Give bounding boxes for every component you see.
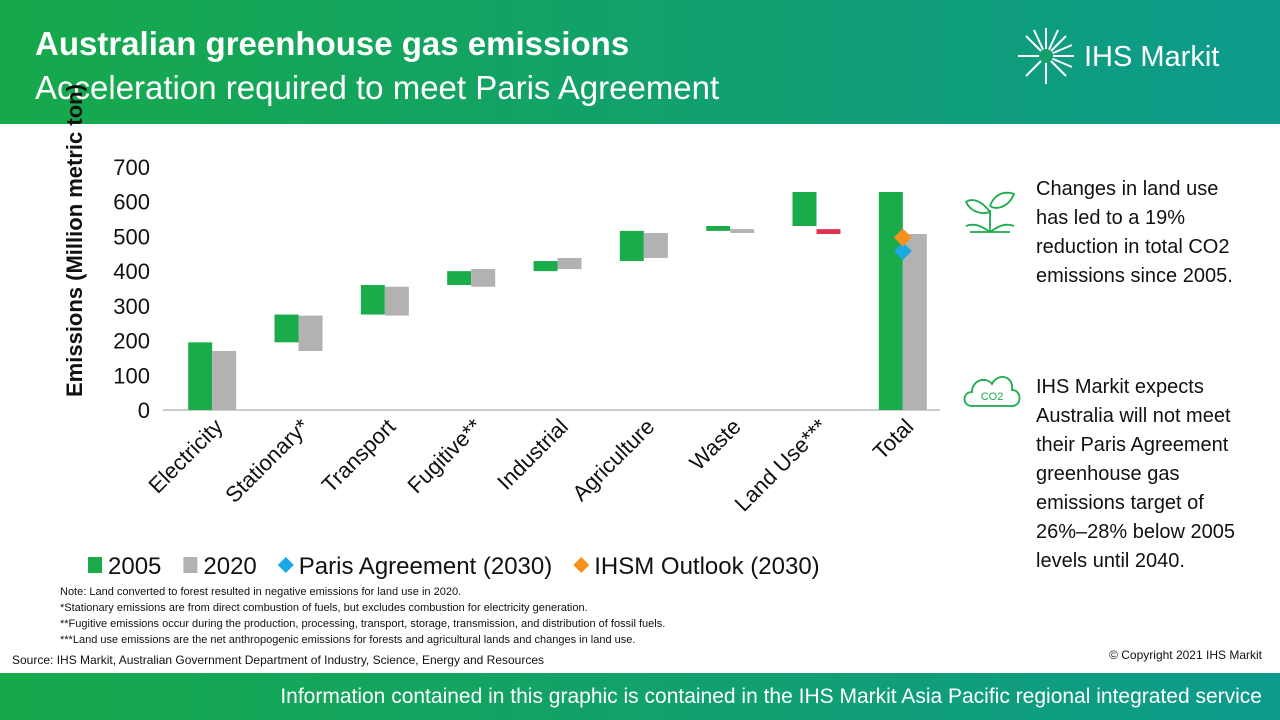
- x-tick-label: Total: [868, 414, 919, 465]
- y-tick-label: 500: [113, 224, 150, 249]
- bar: [447, 271, 472, 286]
- footer-band: [0, 673, 1280, 720]
- marker: [893, 242, 912, 261]
- legend-swatch: [183, 557, 198, 573]
- side-note: IHS Markit expects Australia will not me…: [1036, 376, 1236, 572]
- bar: [298, 315, 323, 351]
- bar: [212, 350, 237, 410]
- bar: [274, 314, 299, 343]
- y-tick-label: 600: [113, 190, 150, 215]
- bar: [902, 233, 927, 410]
- bar: [360, 285, 385, 315]
- x-tick-label: Agriculture: [567, 414, 659, 506]
- x-tick-label: Stationary*: [220, 414, 314, 508]
- y-tick-label: 400: [113, 259, 150, 284]
- cloud-icon-label: CO2: [981, 391, 1004, 403]
- y-tick-label: 300: [113, 294, 150, 319]
- bar: [188, 342, 213, 410]
- footnote: Note: Land converted to forest resulted …: [60, 586, 461, 598]
- source: Source: IHS Markit, Australian Governmen…: [12, 653, 544, 667]
- y-tick-label: 0: [138, 398, 150, 423]
- title: Australian greenhouse gas emissions: [35, 25, 629, 62]
- logo-text: IHS Markit: [1084, 41, 1219, 73]
- bar: [619, 230, 644, 262]
- x-tick-label: Electricity: [143, 414, 227, 498]
- legend-swatch: [88, 557, 102, 573]
- legend-label: IHSM Outlook (2030): [594, 553, 819, 580]
- y-tick-label: 100: [113, 363, 150, 388]
- x-tick-label: Transport: [317, 414, 401, 498]
- bar: [384, 286, 409, 316]
- bar: [816, 229, 841, 234]
- copyright: © Copyright 2021 IHS Markit: [1109, 648, 1263, 662]
- subtitle: Acceleration required to meet Paris Agre…: [35, 69, 719, 106]
- y-tick-label: 700: [113, 155, 150, 180]
- footnote: ***Land use emissions are the net anthro…: [60, 634, 635, 646]
- x-tick-label: Waste: [685, 414, 746, 475]
- footnote: **Fugitive emissions occur during the pr…: [60, 618, 665, 630]
- legend-swatch: [573, 557, 590, 573]
- bar: [706, 226, 731, 231]
- bar: [643, 232, 668, 258]
- marker: [893, 228, 912, 247]
- bar: [730, 229, 755, 233]
- bar: [878, 191, 903, 410]
- legend-label: Paris Agreement (2030): [299, 553, 552, 580]
- footnote: *Stationary emissions are from direct co…: [60, 602, 588, 614]
- x-tick-label: Land Use***: [730, 414, 833, 517]
- logo-center: [1039, 49, 1053, 63]
- cloud-icon: [963, 376, 1021, 407]
- y-axis-title: Emissions (Million metric ton): [62, 84, 87, 397]
- footer-text: Information contained in this graphic is…: [280, 685, 1262, 708]
- side-note: Changes in land use has led to a 19% red…: [1036, 178, 1233, 287]
- bar: [792, 191, 817, 227]
- bar: [557, 257, 582, 270]
- legend-swatch: [277, 557, 294, 573]
- bar: [471, 269, 496, 287]
- x-tick-label: Industrial: [492, 414, 573, 495]
- header-band: [0, 0, 1280, 124]
- plant-icon: [964, 191, 1016, 234]
- bar: [533, 261, 558, 272]
- x-tick-label: Fugitive**: [402, 414, 487, 499]
- y-tick-label: 200: [113, 329, 150, 354]
- legend-label: 2005: [108, 553, 161, 580]
- legend-label: 2020: [203, 553, 256, 580]
